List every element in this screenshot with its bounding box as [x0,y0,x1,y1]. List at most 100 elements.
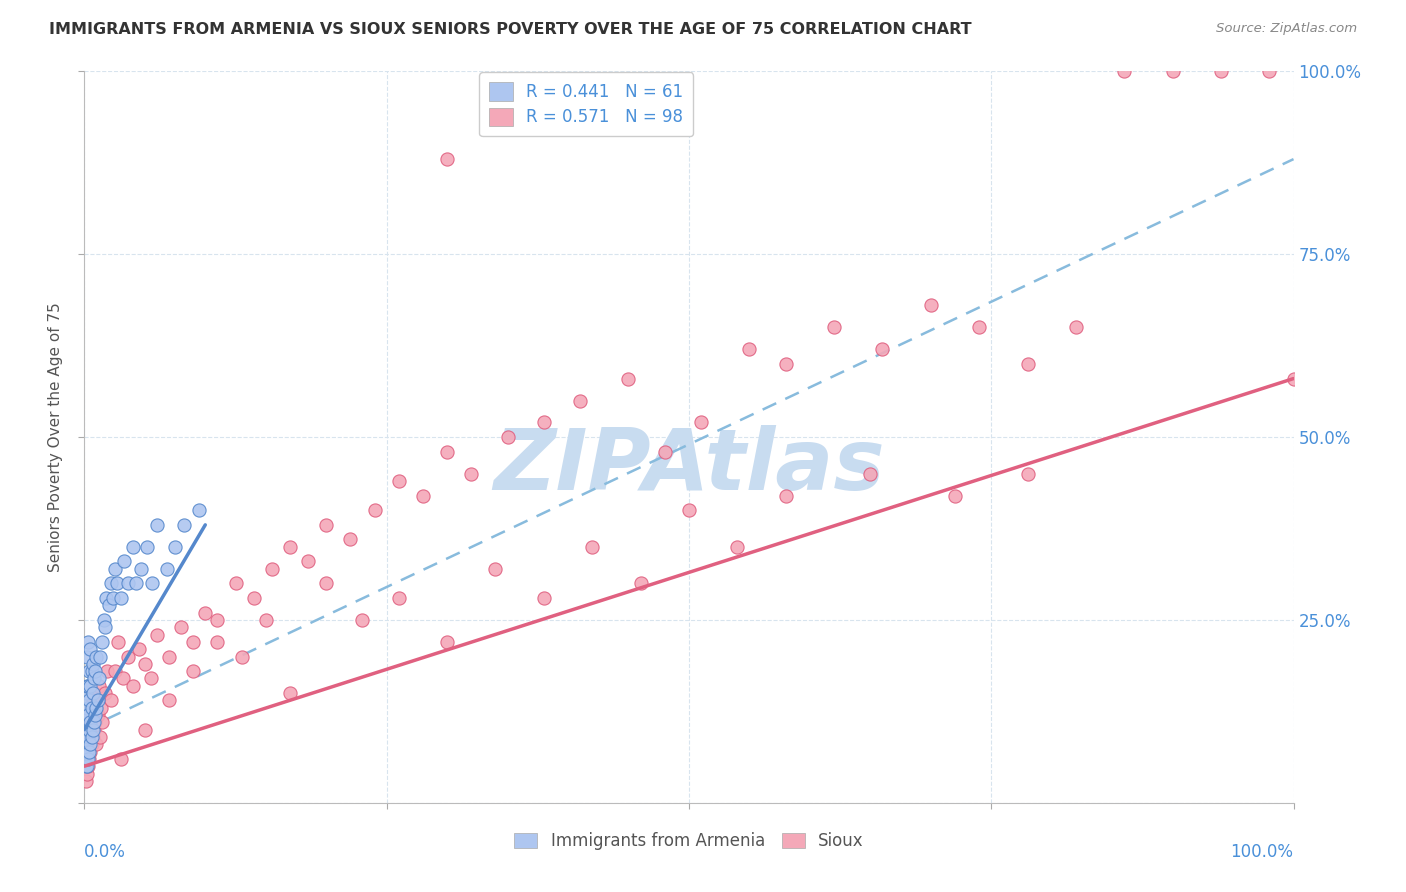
Point [859,467,882,481]
Point [80,730,103,744]
Point [254,613,277,627]
Point [80,664,103,678]
Point [678,503,700,517]
Legend: Immigrants from Armenia, Sioux: Immigrants from Armenia, Sioux [508,825,870,856]
Point [1017,357,1039,371]
Point [630,576,652,591]
Point [725,540,748,554]
Point [80,737,103,751]
Point [181,635,204,649]
Point [77,737,100,751]
Point [117,649,139,664]
Point [87,679,110,693]
Point [89,730,111,744]
Point [79,715,101,730]
Point [80,700,103,714]
Point [460,467,482,481]
Point [920,298,942,312]
Point [89,649,111,664]
Point [76,745,98,759]
Point [75,708,97,723]
Point [207,635,229,649]
Point [77,679,100,693]
Point [569,393,592,408]
Point [94,620,117,634]
Point [872,343,894,357]
Point [76,700,98,714]
Point [110,752,132,766]
Point [77,759,100,773]
Point [412,489,434,503]
Point [103,591,125,605]
Point [77,664,100,678]
Point [96,664,118,678]
Point [86,693,108,707]
Point [617,371,640,385]
Point [80,700,103,714]
Point [76,679,98,693]
Point [112,672,135,686]
Point [77,723,100,737]
Point [1017,467,1039,481]
Point [738,343,761,357]
Point [104,664,127,678]
Point [823,320,845,334]
Point [225,576,247,591]
Point [77,708,100,723]
Point [231,649,253,664]
Point [260,562,283,576]
Point [436,152,458,166]
Point [339,533,361,547]
Point [94,686,117,700]
Point [82,686,104,700]
Text: 100.0%: 100.0% [1230,843,1294,861]
Point [83,686,105,700]
Point [496,430,519,444]
Point [139,672,162,686]
Point [170,620,193,634]
Point [77,752,100,766]
Point [1209,64,1232,78]
Point [75,759,97,773]
Point [77,730,100,744]
Point [775,489,797,503]
Point [91,715,114,730]
Point [533,591,555,605]
Point [1258,64,1281,78]
Point [77,635,100,649]
Point [207,613,229,627]
Point [363,503,385,517]
Point [75,752,97,766]
Point [76,745,98,759]
Text: 0.0%: 0.0% [84,843,127,861]
Point [173,517,195,532]
Point [86,693,108,707]
Point [84,715,107,730]
Point [86,649,108,664]
Point [1161,64,1184,78]
Point [121,540,143,554]
Point [315,576,337,591]
Point [75,737,97,751]
Point [134,657,156,671]
Point [1064,320,1087,334]
Point [278,686,301,700]
Point [84,708,107,723]
Point [157,649,180,664]
Point [77,745,100,759]
Point [79,737,101,751]
Point [352,613,374,627]
Point [86,737,108,751]
Point [76,649,98,664]
Point [77,708,100,723]
Point [141,576,163,591]
Point [75,723,97,737]
Text: ZIPAtlas: ZIPAtlas [494,425,884,508]
Point [75,773,97,788]
Point [79,745,101,759]
Point [105,576,128,591]
Point [79,679,101,693]
Point [129,562,152,576]
Point [82,693,104,707]
Text: IMMIGRANTS FROM ARMENIA VS SIOUX SENIORS POVERTY OVER THE AGE OF 75 CORRELATION : IMMIGRANTS FROM ARMENIA VS SIOUX SENIORS… [49,22,972,37]
